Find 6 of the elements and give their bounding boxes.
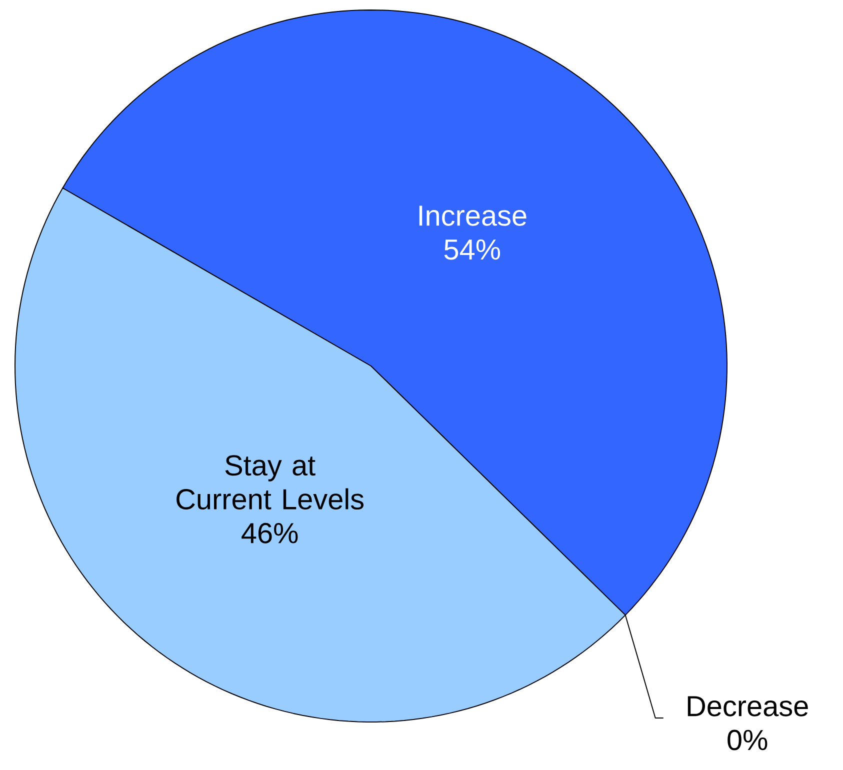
data-label: 46% xyxy=(242,522,298,544)
data-label: 54% xyxy=(444,239,500,260)
slice-label: Stay at Current Levels xyxy=(176,455,364,510)
category-label: Decrease xyxy=(688,696,808,716)
slice-label: Increase xyxy=(419,206,526,226)
text: 0% xyxy=(728,730,768,750)
